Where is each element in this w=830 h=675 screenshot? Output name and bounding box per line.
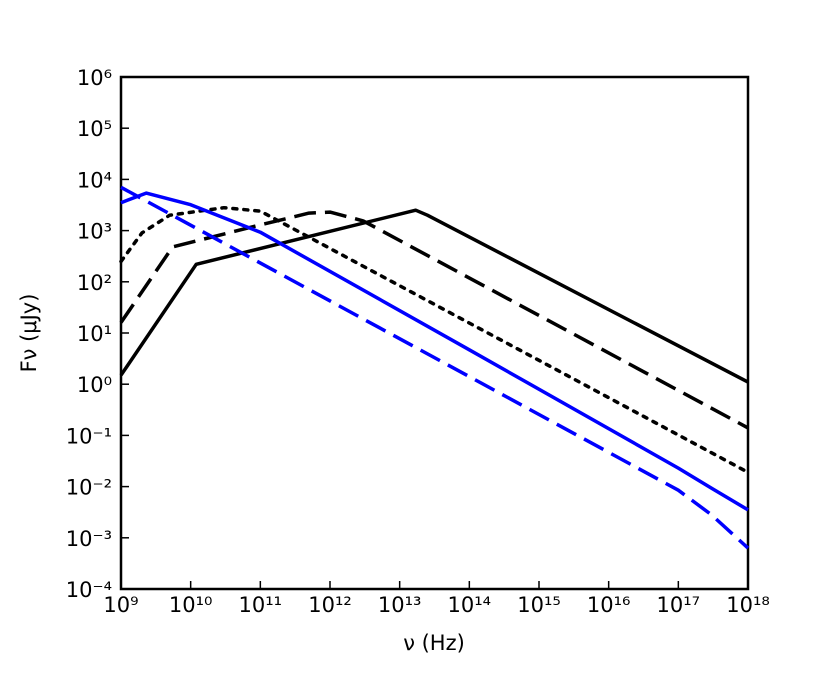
x-tick-label: 10¹⁸ [726,593,770,617]
x-tick-label: 10¹⁵ [517,593,561,617]
series-line [120,185,750,550]
y-axis-label: Fν (μJy) [17,294,41,373]
x-tick-label: 10¹⁴ [448,593,492,617]
y-tick-label: 10¹ [77,322,112,346]
x-tick-label: 10¹⁰ [169,593,213,617]
y-tick-label: 10⁰ [77,373,112,397]
x-tick-label: 10¹² [308,593,352,617]
y-tick-label: 10⁻⁴ [66,578,112,602]
x-tick-label: 10⁹ [103,593,138,617]
x-tick-label: 10¹³ [378,593,422,617]
y-tick-label: 10³ [77,220,112,244]
y-tick-label: 10⁵ [77,117,112,141]
series-line [120,191,749,512]
y-tick-label: 10⁻¹ [66,424,112,448]
x-tick-label: 10¹⁶ [587,593,631,617]
series-line [119,210,749,430]
y-tick-label: 10⁶ [77,66,112,90]
y-tick-label: 10⁴ [77,168,112,192]
y-tick-label: 10⁻² [66,476,112,500]
x-tick-label: 10¹¹ [239,593,283,617]
series-line [119,205,750,475]
y-tick-label: 10² [77,271,112,295]
series-line [119,208,749,384]
x-axis-label: ν (Hz) [403,631,465,655]
y-tick-label: 10⁻³ [66,527,112,551]
x-tick-label: 10¹⁷ [657,593,701,617]
